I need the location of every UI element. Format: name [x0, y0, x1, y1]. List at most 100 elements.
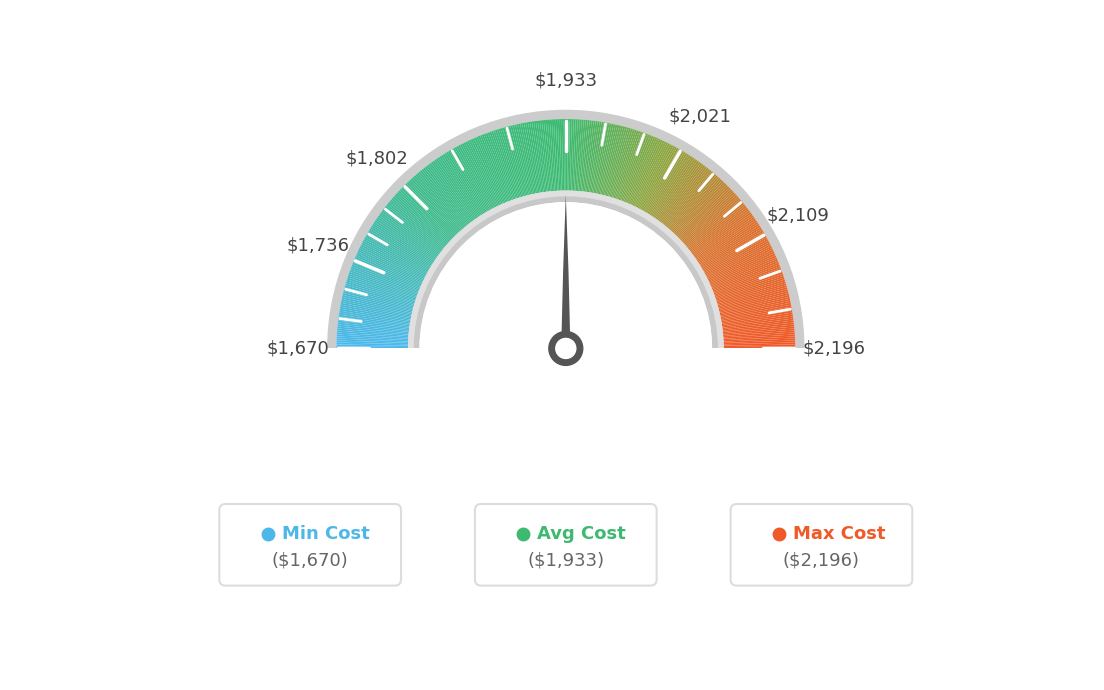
FancyBboxPatch shape — [731, 504, 912, 586]
Wedge shape — [520, 124, 535, 194]
Wedge shape — [668, 174, 716, 229]
Wedge shape — [723, 344, 795, 347]
Wedge shape — [677, 185, 728, 237]
Text: ($2,196): ($2,196) — [783, 551, 860, 569]
Wedge shape — [654, 158, 696, 218]
Wedge shape — [512, 125, 530, 195]
Wedge shape — [688, 202, 744, 249]
Wedge shape — [540, 120, 550, 192]
Wedge shape — [612, 129, 635, 198]
Wedge shape — [613, 130, 637, 198]
Wedge shape — [723, 322, 794, 332]
Wedge shape — [578, 119, 586, 191]
Wedge shape — [431, 161, 474, 221]
Wedge shape — [595, 123, 609, 193]
Wedge shape — [369, 228, 432, 267]
Wedge shape — [446, 152, 485, 214]
Wedge shape — [507, 126, 527, 196]
Wedge shape — [360, 246, 425, 279]
Wedge shape — [400, 189, 453, 240]
Wedge shape — [350, 270, 417, 296]
Wedge shape — [346, 282, 415, 304]
Wedge shape — [707, 244, 772, 278]
Wedge shape — [396, 192, 450, 242]
Wedge shape — [342, 295, 412, 313]
Wedge shape — [723, 328, 795, 336]
Wedge shape — [481, 135, 509, 201]
Wedge shape — [394, 195, 448, 244]
Text: $2,109: $2,109 — [767, 206, 830, 224]
Wedge shape — [599, 124, 617, 195]
Wedge shape — [340, 308, 411, 322]
Wedge shape — [456, 146, 491, 210]
Wedge shape — [692, 212, 752, 256]
Wedge shape — [611, 128, 633, 197]
Wedge shape — [723, 326, 795, 335]
Wedge shape — [528, 122, 541, 193]
Wedge shape — [702, 232, 764, 270]
Wedge shape — [337, 344, 408, 347]
Wedge shape — [723, 324, 794, 333]
Wedge shape — [340, 305, 411, 319]
Text: Min Cost: Min Cost — [282, 525, 370, 544]
Wedge shape — [684, 197, 739, 245]
Wedge shape — [700, 227, 762, 266]
Wedge shape — [393, 197, 447, 245]
Wedge shape — [712, 261, 778, 289]
Wedge shape — [617, 132, 643, 199]
Wedge shape — [605, 126, 625, 196]
Wedge shape — [680, 190, 734, 241]
Wedge shape — [564, 119, 565, 190]
Wedge shape — [452, 149, 488, 212]
Wedge shape — [347, 279, 415, 302]
Wedge shape — [357, 253, 422, 284]
Wedge shape — [722, 320, 794, 331]
Wedge shape — [618, 132, 645, 200]
Text: $1,736: $1,736 — [287, 237, 350, 255]
Wedge shape — [723, 331, 795, 337]
Text: $1,670: $1,670 — [266, 339, 329, 357]
Wedge shape — [560, 119, 563, 190]
Text: $1,933: $1,933 — [534, 72, 597, 90]
Wedge shape — [711, 257, 777, 287]
Wedge shape — [469, 139, 500, 206]
Wedge shape — [380, 212, 439, 256]
Wedge shape — [437, 157, 479, 217]
Wedge shape — [436, 158, 478, 218]
Wedge shape — [689, 206, 746, 251]
Wedge shape — [514, 124, 532, 195]
Wedge shape — [657, 161, 699, 220]
Wedge shape — [693, 214, 753, 257]
Wedge shape — [682, 193, 736, 243]
Wedge shape — [705, 241, 769, 275]
Wedge shape — [562, 119, 564, 190]
Wedge shape — [341, 299, 412, 315]
Wedge shape — [715, 274, 784, 298]
Wedge shape — [715, 277, 785, 301]
Wedge shape — [337, 337, 408, 342]
Wedge shape — [723, 346, 795, 348]
Wedge shape — [692, 210, 751, 255]
Wedge shape — [719, 289, 788, 309]
Wedge shape — [673, 181, 724, 234]
Wedge shape — [649, 154, 689, 215]
Wedge shape — [723, 335, 795, 340]
Wedge shape — [480, 135, 508, 202]
Wedge shape — [723, 340, 795, 344]
Wedge shape — [379, 214, 438, 257]
Wedge shape — [542, 120, 551, 191]
Wedge shape — [702, 234, 765, 270]
Wedge shape — [710, 255, 776, 286]
Wedge shape — [544, 120, 552, 191]
Wedge shape — [719, 291, 788, 310]
Wedge shape — [344, 285, 414, 306]
Wedge shape — [449, 150, 487, 213]
Wedge shape — [586, 121, 597, 192]
Wedge shape — [698, 224, 760, 264]
Wedge shape — [353, 261, 420, 289]
Wedge shape — [486, 133, 512, 201]
Wedge shape — [337, 340, 408, 344]
Text: ($1,670): ($1,670) — [272, 551, 349, 569]
Wedge shape — [367, 234, 429, 270]
Wedge shape — [602, 125, 619, 195]
